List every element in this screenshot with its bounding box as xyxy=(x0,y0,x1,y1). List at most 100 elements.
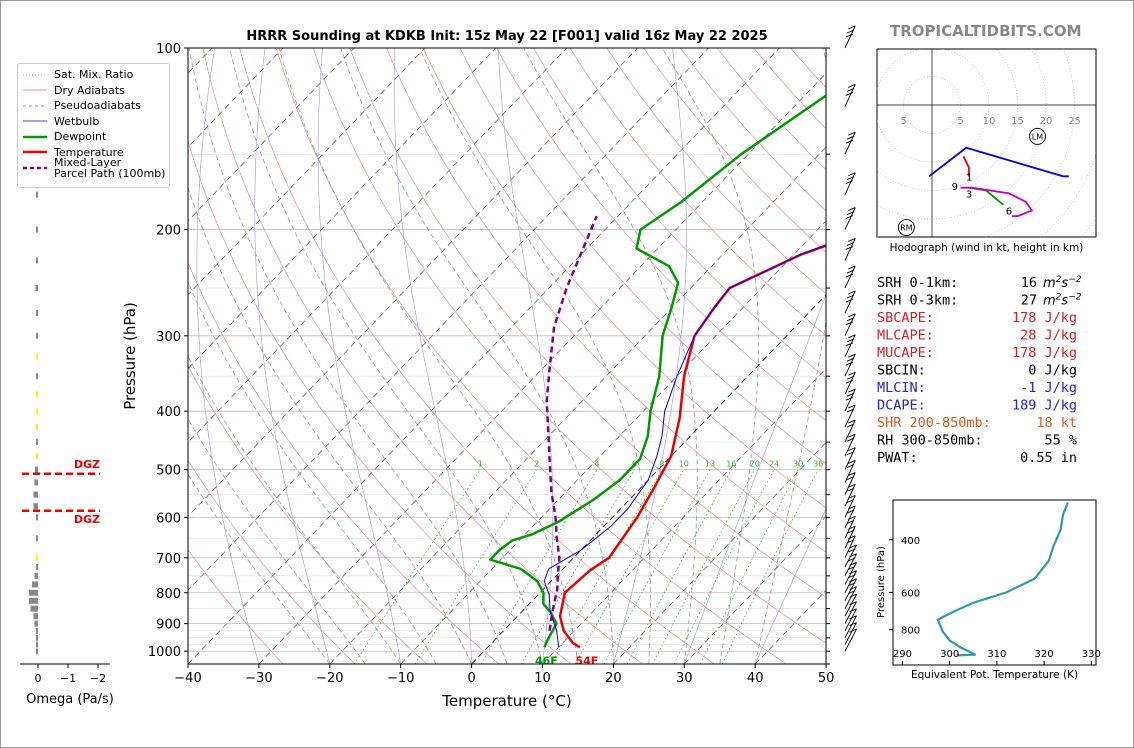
saturation-guide xyxy=(613,48,687,664)
wind-barb-flag xyxy=(846,451,855,456)
pseudoadiabat xyxy=(278,48,579,664)
wind-barb-flag xyxy=(849,544,857,549)
pseudoadiabat xyxy=(229,48,543,664)
wind-barb-flag xyxy=(846,88,855,92)
isotherm xyxy=(825,663,826,664)
dry-adiabat xyxy=(188,459,356,664)
x-tick-label: −20 xyxy=(316,671,343,686)
dry-adiabat xyxy=(188,549,284,664)
wind-barb xyxy=(844,84,856,107)
mixing-ratio-line xyxy=(652,469,755,664)
dry-adiabat xyxy=(276,48,787,664)
wind-barb-flag xyxy=(848,313,856,318)
wind-barb xyxy=(844,25,856,49)
isotherm xyxy=(188,48,567,443)
surface-temperature-label: 54F xyxy=(575,654,598,667)
wind-barb xyxy=(844,372,856,395)
dry-adiabat xyxy=(716,48,826,171)
legend-entry: Temperature xyxy=(22,145,124,160)
y-tick-label: 100 xyxy=(156,42,181,57)
wind-barb-flag xyxy=(846,476,855,481)
x-tick-label: 40 xyxy=(747,671,764,686)
wind-barb xyxy=(844,562,857,585)
legend-swatch xyxy=(23,120,47,122)
legend-label: Sat. Mix. Ratio xyxy=(54,68,134,81)
wind-barb-flag xyxy=(848,25,856,30)
wind-barb-flag xyxy=(845,361,854,366)
y-tick-label: 200 xyxy=(156,224,181,239)
isotherm xyxy=(188,48,426,296)
wind-barb-flag xyxy=(849,601,857,606)
wind-barb-flag xyxy=(845,139,854,144)
pseudoadiabat xyxy=(661,48,759,664)
mixing-ratio-label: 2 xyxy=(534,460,539,469)
dry-adiabat xyxy=(533,48,826,379)
dry-adiabat xyxy=(312,48,826,644)
wind-barb-flag xyxy=(846,29,855,34)
series-mixed-layer-parcel-path-100mb- xyxy=(545,215,598,631)
legend-label: Dewpoint xyxy=(54,130,107,143)
saturation-guide xyxy=(196,48,260,664)
wind-barb-flag xyxy=(846,176,855,181)
wind-barb-flag xyxy=(846,509,855,514)
wind-barb xyxy=(844,172,856,195)
legend-label: Pseudoadiabats xyxy=(54,99,141,112)
dry-adiabat xyxy=(496,48,826,421)
isotherm xyxy=(188,48,497,370)
wind-barb-flag xyxy=(848,404,856,409)
wind-barb xyxy=(844,265,856,289)
mixing-ratio-line xyxy=(354,469,481,664)
dry-adiabat xyxy=(864,48,1134,664)
legend-entry: Dry Adiabats xyxy=(22,83,125,98)
dry-adiabat xyxy=(188,140,571,664)
mixing-ratio-line xyxy=(722,469,819,664)
saturation-guide xyxy=(684,294,826,664)
pseudoadiabat xyxy=(754,48,826,664)
legend-swatch xyxy=(23,150,47,154)
dry-adiabat xyxy=(459,48,826,465)
wind-barb xyxy=(844,608,857,632)
wind-barb xyxy=(844,505,856,529)
legend-entry: Wetbulb xyxy=(22,114,99,129)
wind-barb-flag xyxy=(845,321,854,326)
wind-barb-flag xyxy=(845,379,854,384)
mixing-ratio-label: 30 xyxy=(793,460,803,469)
wind-barb-flag xyxy=(845,396,854,401)
saturation-guide xyxy=(317,48,401,664)
wind-barb-flag xyxy=(848,582,856,587)
wind-barb-flag xyxy=(848,472,856,477)
legend-swatch xyxy=(23,166,47,169)
dry-adiabat xyxy=(349,48,826,598)
x-tick-label: 10 xyxy=(534,671,551,686)
dry-adiabat xyxy=(569,48,826,337)
wind-barb-flag xyxy=(845,342,854,347)
dry-adiabat xyxy=(188,365,428,664)
wind-barb-flag xyxy=(845,246,854,250)
legend-swatch xyxy=(23,105,47,106)
wind-barb-flag xyxy=(846,242,855,246)
wind-barb-flag xyxy=(848,207,856,212)
wind-barb xyxy=(844,404,856,428)
wind-barb-flag xyxy=(848,433,856,438)
y-tick-label: 300 xyxy=(156,330,181,345)
y-axis-label: Pressure (hPa) xyxy=(121,302,139,410)
wind-barb xyxy=(844,290,856,314)
pseudoadiabat xyxy=(188,186,472,664)
legend: Sat. Mix. Ratio Dry Adiabats Pseudoadiabat… xyxy=(17,63,170,188)
wind-barb-flag xyxy=(848,371,856,376)
wind-barb-flag xyxy=(846,357,855,362)
wind-barb-flag xyxy=(848,548,856,553)
wind-barb-flag xyxy=(848,388,856,393)
pseudoadiabat xyxy=(340,48,614,664)
isotherm xyxy=(188,48,780,664)
wind-barb xyxy=(844,586,857,609)
wind-barb-flag xyxy=(846,423,855,428)
pseudoadiabat xyxy=(188,281,437,664)
wind-barb-flag xyxy=(848,353,856,358)
legend-entry: Sat. Mix. Ratio xyxy=(22,67,133,82)
wind-barb-flag xyxy=(846,135,855,140)
wind-barb xyxy=(844,207,856,230)
dry-adiabat xyxy=(202,48,643,664)
wind-barb-flag xyxy=(848,419,856,424)
x-tick-label: 0 xyxy=(467,671,475,686)
